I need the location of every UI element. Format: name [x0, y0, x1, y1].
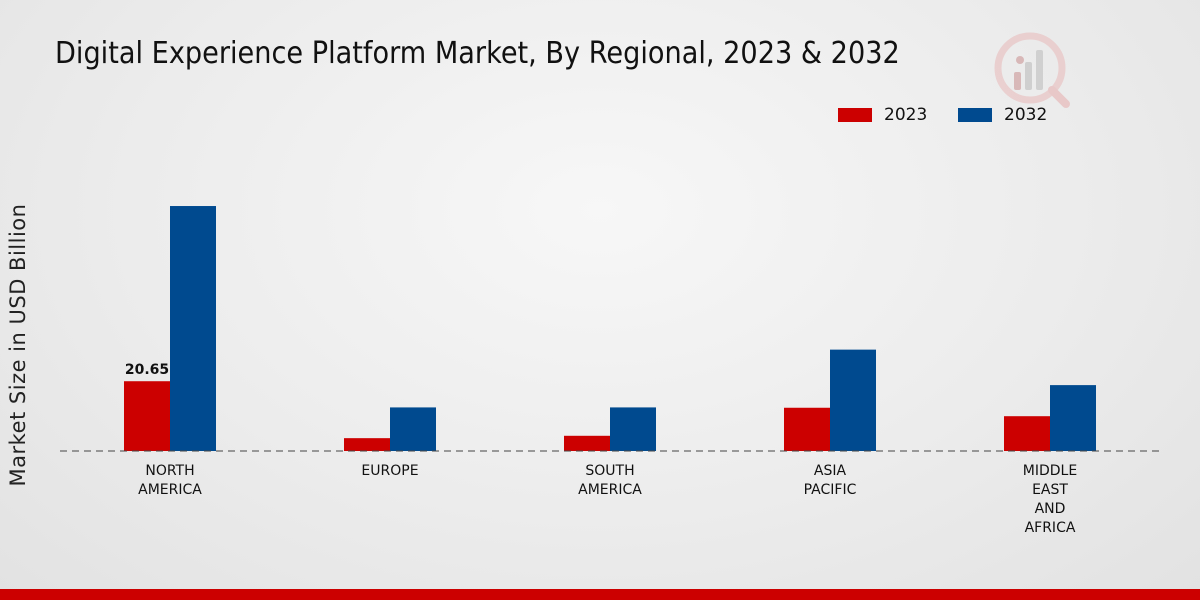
- legend-label-2023: 2023: [884, 105, 928, 125]
- legend-swatch-2032: [958, 108, 992, 122]
- bar-2032-1: [390, 407, 436, 451]
- bar-2032-2: [610, 407, 656, 451]
- x-tick-label-0-1: AMERICA: [138, 482, 202, 498]
- x-tick-label-4-1: EAST: [1032, 482, 1068, 498]
- x-tick-label-1-0: EUROPE: [361, 463, 418, 479]
- bar-2032-3: [830, 349, 876, 451]
- x-tick-label-2-0: SOUTH: [585, 463, 634, 479]
- legend-label-2032: 2032: [1004, 105, 1048, 125]
- x-tick-label-4-0: MIDDLE: [1023, 463, 1077, 479]
- accent-bar: [0, 589, 1200, 600]
- x-tick-label-2-1: AMERICA: [578, 482, 642, 498]
- bar-2023-1: [344, 438, 390, 451]
- bar-2023-3: [784, 407, 830, 451]
- bar-2032-0: [170, 206, 216, 451]
- x-tick-label-0-0: NORTH: [145, 463, 194, 479]
- x-tick-label-4-2: AND: [1035, 501, 1066, 517]
- x-tick-label-3-1: PACIFIC: [804, 482, 857, 498]
- bar-2032-4: [1050, 385, 1096, 451]
- bar-2023-2: [564, 435, 610, 451]
- brand-logo-icon: [994, 32, 1070, 108]
- bar-2023-0: [124, 381, 170, 451]
- x-tick-label-4-3: AFRICA: [1025, 520, 1076, 536]
- legend-item-2023: 2023: [838, 104, 927, 126]
- legend-swatch-2023: [838, 108, 872, 122]
- legend-item-2032: 2032: [958, 104, 1047, 126]
- bar-2023-4: [1004, 416, 1050, 451]
- chart-title: Digital Experience Platform Market, By R…: [55, 36, 900, 71]
- x-tick-label-3-0: ASIA: [814, 463, 847, 479]
- data-label-0: 20.65: [125, 362, 169, 378]
